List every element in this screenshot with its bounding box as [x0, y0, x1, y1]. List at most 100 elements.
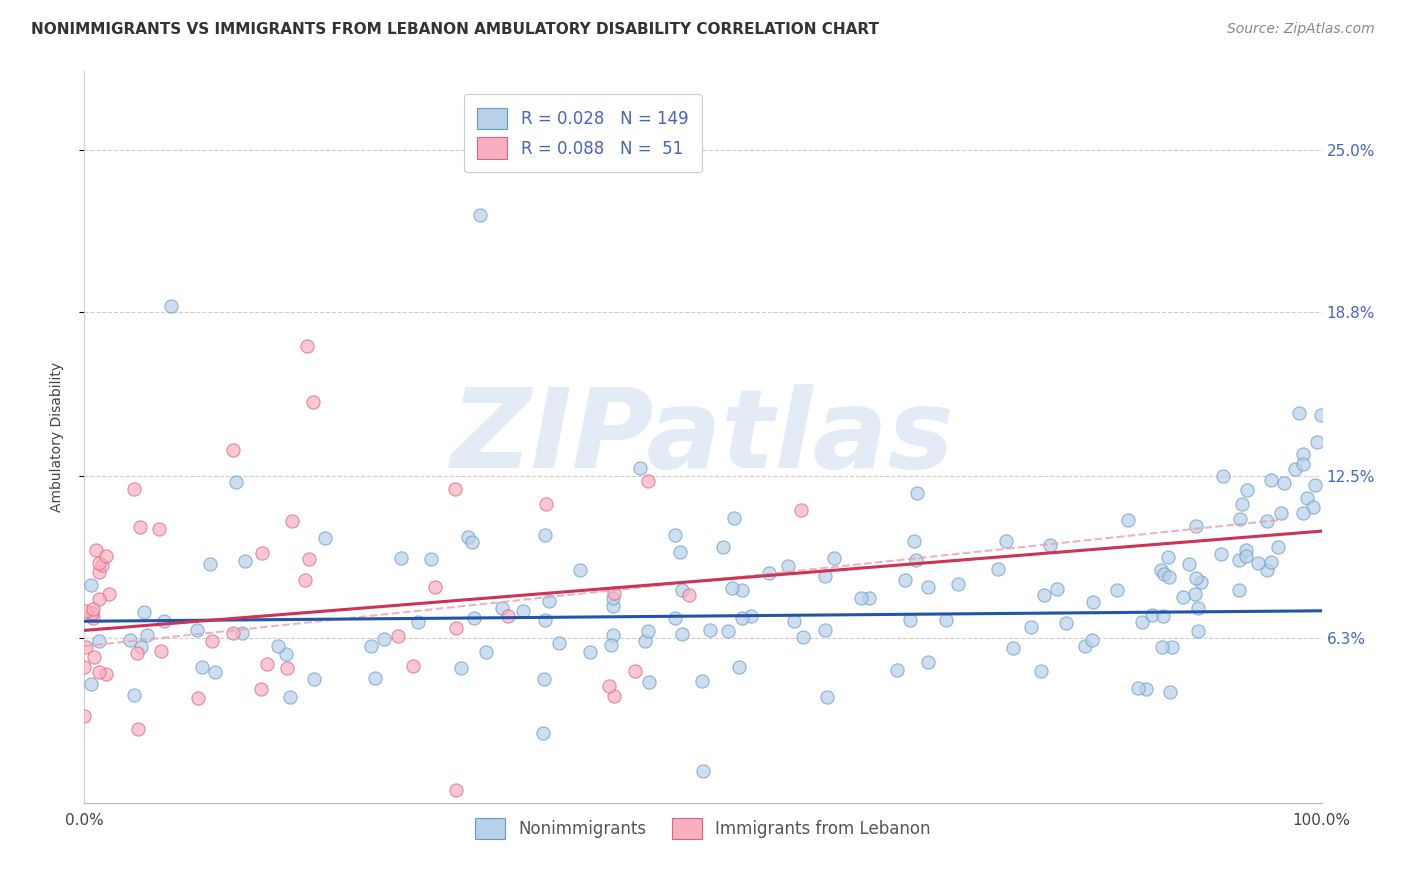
Y-axis label: Ambulatory Disability: Ambulatory Disability [49, 362, 63, 512]
Point [134, 606, 156, 620]
Point [160, 300, 183, 314]
Point [671, 582, 693, 597]
Point [387, 629, 409, 643]
Point [1019, 620, 1042, 634]
Point [1184, 587, 1206, 601]
Point [75, 640, 97, 655]
Point [1212, 469, 1234, 483]
Point [1302, 500, 1324, 515]
Text: NONIMMIGRANTS VS IMMIGRANTS FROM LEBANON AMBULATORY DISABILITY CORRELATION CHART: NONIMMIGRANTS VS IMMIGRANTS FROM LEBANON… [31, 22, 879, 37]
Point [89, 556, 111, 570]
Point [250, 682, 273, 697]
Point [1227, 553, 1250, 567]
Point [1153, 567, 1175, 582]
Point [792, 630, 814, 644]
Point [461, 535, 484, 549]
Point [690, 673, 713, 688]
Point [1272, 476, 1295, 491]
Point [1116, 513, 1139, 527]
Text: ZIPatlas: ZIPatlas [451, 384, 955, 491]
Point [84, 542, 107, 557]
Point [1303, 478, 1326, 492]
Point [1260, 474, 1282, 488]
Point [731, 611, 754, 625]
Point [198, 557, 221, 571]
Point [304, 673, 326, 687]
Point [1230, 497, 1253, 511]
Point [1152, 609, 1174, 624]
Point [717, 624, 740, 638]
Point [80, 677, 103, 691]
Point [204, 665, 226, 679]
Point [893, 573, 915, 587]
Point [1140, 608, 1163, 623]
Point [1081, 595, 1104, 609]
Point [294, 573, 316, 587]
Point [406, 615, 429, 629]
Point [276, 661, 298, 675]
Point [637, 624, 659, 638]
Point [720, 581, 742, 595]
Point [602, 586, 624, 600]
Point [1178, 557, 1201, 571]
Point [278, 690, 301, 705]
Point [73, 709, 96, 723]
Point [148, 521, 170, 535]
Point [905, 486, 928, 500]
Point [1074, 639, 1097, 653]
Point [302, 395, 325, 409]
Point [634, 634, 657, 648]
Point [534, 528, 557, 542]
Point [402, 659, 425, 673]
Point [730, 582, 752, 597]
Point [423, 580, 446, 594]
Point [122, 483, 145, 497]
Point [1234, 543, 1257, 558]
Point [1288, 406, 1310, 420]
Point [1229, 512, 1251, 526]
Point [96, 667, 118, 681]
Point [1292, 447, 1315, 461]
Point [457, 530, 479, 544]
Point [1150, 564, 1173, 578]
Point [664, 528, 686, 542]
Point [1270, 506, 1292, 520]
Point [1032, 588, 1054, 602]
Point [1001, 641, 1024, 656]
Point [150, 644, 173, 658]
Point [122, 689, 145, 703]
Point [1152, 640, 1174, 654]
Point [1284, 462, 1306, 476]
Point [671, 627, 693, 641]
Point [1309, 408, 1331, 422]
Point [602, 591, 624, 606]
Point [1187, 624, 1209, 639]
Point [498, 609, 520, 624]
Point [1054, 616, 1077, 631]
Point [778, 559, 800, 574]
Point [298, 552, 321, 566]
Point [267, 639, 290, 653]
Point [475, 644, 498, 658]
Point [531, 725, 554, 739]
Point [994, 534, 1017, 549]
Point [491, 600, 513, 615]
Point [90, 558, 112, 572]
Point [1295, 491, 1317, 505]
Point [470, 208, 492, 222]
Point [600, 638, 623, 652]
Point [740, 609, 762, 624]
Point [128, 520, 150, 534]
Point [637, 474, 659, 488]
Point [1081, 632, 1104, 647]
Point [1157, 550, 1180, 565]
Point [444, 782, 467, 797]
Point [1229, 582, 1251, 597]
Point [533, 613, 555, 627]
Point [187, 691, 209, 706]
Point [628, 461, 651, 475]
Point [250, 546, 273, 560]
Point [360, 640, 382, 654]
Point [463, 610, 485, 624]
Point [1029, 665, 1052, 679]
